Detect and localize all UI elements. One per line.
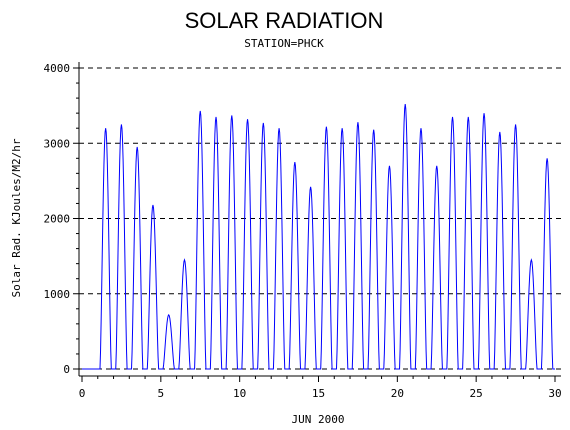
x-axis-label: JUN 2000 [292, 413, 345, 426]
x-axis-ticks: 0 5 10 15 20 25 30 [79, 376, 562, 400]
y-tick-label: 2000 [44, 213, 71, 226]
x-tick-label: 30 [548, 387, 561, 400]
y-tick-label: 4000 [44, 62, 71, 75]
chart-subtitle: STATION=PHCK [244, 37, 324, 50]
x-tick-label: 5 [158, 387, 165, 400]
y-tick-label: 0 [63, 363, 70, 376]
solar-radiation-line [82, 104, 555, 370]
x-tick-label: 20 [391, 387, 404, 400]
y-axis-label: Solar Rad. KJoules/M2/hr [10, 138, 23, 297]
y-tick-label: 1000 [44, 288, 71, 301]
x-tick-label: 15 [312, 387, 325, 400]
x-tick-label: 10 [233, 387, 246, 400]
x-tick-label: 25 [470, 387, 483, 400]
y-tick-label: 3000 [44, 137, 71, 150]
x-tick-label: 0 [79, 387, 86, 400]
y-axis-ticks: 0 1000 2000 3000 4000 [44, 62, 79, 376]
series-layer [82, 104, 555, 370]
chart-title: SOLAR RADIATION [185, 8, 384, 33]
